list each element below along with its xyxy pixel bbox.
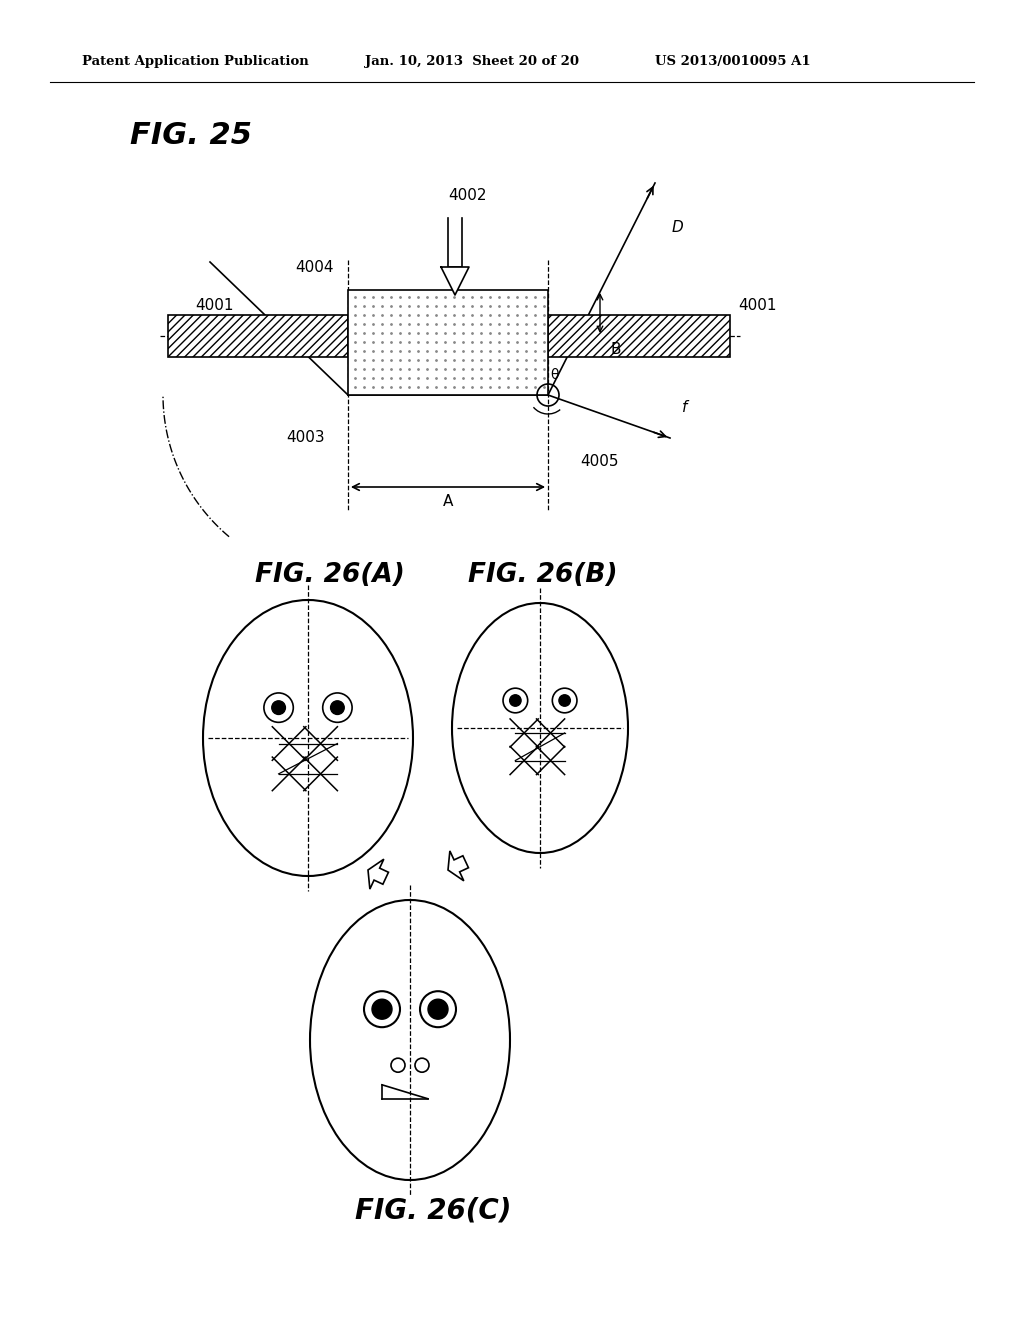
Circle shape bbox=[372, 999, 392, 1019]
Text: 4001: 4001 bbox=[195, 297, 233, 313]
Bar bbox=[548, 315, 730, 356]
Text: FIG. 25: FIG. 25 bbox=[130, 120, 252, 149]
Circle shape bbox=[428, 999, 449, 1019]
Circle shape bbox=[331, 701, 344, 714]
Text: D: D bbox=[672, 220, 684, 235]
Text: f: f bbox=[682, 400, 687, 416]
Bar bbox=[348, 290, 548, 395]
Text: 4002: 4002 bbox=[449, 189, 486, 203]
Text: B: B bbox=[610, 342, 621, 358]
Text: US 2013/0010095 A1: US 2013/0010095 A1 bbox=[655, 55, 811, 69]
Bar bbox=[548, 315, 730, 356]
Ellipse shape bbox=[452, 603, 628, 853]
Circle shape bbox=[510, 694, 521, 706]
Text: FIG. 26(A): FIG. 26(A) bbox=[255, 562, 404, 587]
Circle shape bbox=[559, 694, 570, 706]
Circle shape bbox=[271, 701, 286, 714]
Text: θ: θ bbox=[550, 368, 558, 381]
Text: Patent Application Publication: Patent Application Publication bbox=[82, 55, 309, 69]
Text: Jan. 10, 2013  Sheet 20 of 20: Jan. 10, 2013 Sheet 20 of 20 bbox=[365, 55, 579, 69]
Bar bbox=[168, 315, 348, 356]
Text: 4001: 4001 bbox=[738, 297, 776, 313]
Text: 4004: 4004 bbox=[295, 260, 334, 275]
Polygon shape bbox=[441, 267, 469, 294]
Polygon shape bbox=[449, 218, 462, 267]
Bar bbox=[168, 315, 348, 356]
Text: FIG. 26(B): FIG. 26(B) bbox=[468, 562, 617, 587]
Text: FIG. 26(C): FIG. 26(C) bbox=[355, 1196, 511, 1224]
Text: 4003: 4003 bbox=[286, 430, 325, 446]
Ellipse shape bbox=[203, 601, 413, 876]
Text: 4005: 4005 bbox=[580, 454, 618, 470]
Ellipse shape bbox=[310, 900, 510, 1180]
Text: A: A bbox=[443, 495, 454, 510]
Polygon shape bbox=[368, 859, 388, 890]
Polygon shape bbox=[449, 851, 468, 880]
